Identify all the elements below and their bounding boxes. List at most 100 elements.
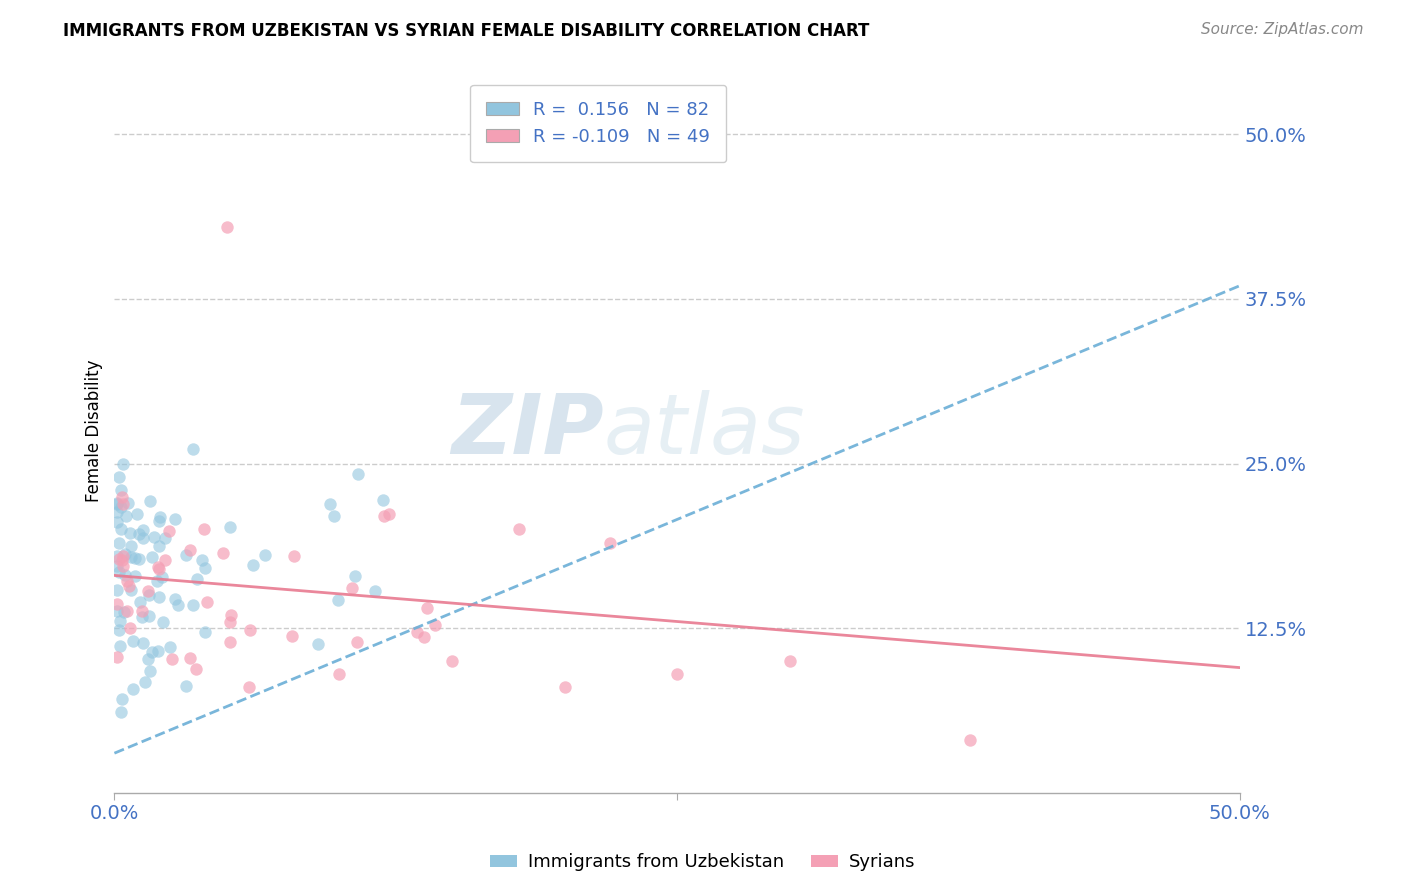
Point bbox=[138, 588, 160, 602]
Point bbox=[118, 525, 141, 540]
Point bbox=[108, 640, 131, 654]
Point bbox=[124, 550, 146, 565]
Point bbox=[108, 535, 131, 549]
Point bbox=[118, 579, 141, 593]
Point bbox=[191, 552, 214, 566]
Point bbox=[105, 650, 128, 665]
Point bbox=[125, 508, 148, 522]
Point bbox=[165, 592, 187, 607]
Point bbox=[319, 497, 342, 511]
Point bbox=[132, 532, 155, 546]
Point bbox=[343, 569, 366, 583]
Point bbox=[148, 590, 170, 604]
Point bbox=[152, 615, 174, 629]
Point bbox=[112, 549, 135, 563]
Point bbox=[363, 584, 385, 599]
Point bbox=[108, 624, 131, 638]
Legend: R =  0.156   N = 82, R = -0.109   N = 49: R = 0.156 N = 82, R = -0.109 N = 49 bbox=[470, 85, 727, 162]
Point bbox=[108, 565, 131, 579]
Point bbox=[328, 592, 350, 607]
Point bbox=[111, 490, 134, 504]
Point bbox=[111, 691, 134, 706]
Point bbox=[105, 549, 128, 563]
Point bbox=[134, 675, 156, 690]
Point bbox=[215, 219, 238, 234]
Point bbox=[148, 539, 170, 553]
Text: ZIP: ZIP bbox=[451, 390, 605, 471]
Point bbox=[136, 584, 159, 599]
Point bbox=[153, 531, 176, 545]
Point bbox=[136, 652, 159, 666]
Point bbox=[166, 598, 188, 612]
Point bbox=[110, 705, 132, 719]
Point bbox=[194, 561, 217, 575]
Point bbox=[117, 496, 139, 510]
Point bbox=[105, 559, 128, 574]
Point bbox=[157, 524, 180, 538]
Point bbox=[416, 600, 439, 615]
Point bbox=[148, 562, 170, 576]
Point bbox=[121, 681, 143, 696]
Point bbox=[120, 539, 142, 553]
Point bbox=[128, 595, 150, 609]
Point bbox=[238, 681, 260, 695]
Point bbox=[307, 637, 329, 651]
Point bbox=[114, 548, 136, 562]
Point bbox=[174, 548, 197, 562]
Point bbox=[105, 582, 128, 597]
Point bbox=[179, 542, 201, 557]
Point bbox=[107, 552, 129, 566]
Point bbox=[195, 594, 218, 608]
Point bbox=[112, 559, 135, 574]
Y-axis label: Female Disability: Female Disability bbox=[86, 359, 103, 502]
Point bbox=[132, 523, 155, 537]
Point bbox=[347, 467, 370, 482]
Point bbox=[253, 548, 276, 562]
Point bbox=[150, 570, 173, 584]
Point bbox=[115, 604, 138, 618]
Text: IMMIGRANTS FROM UZBEKISTAN VS SYRIAN FEMALE DISABILITY CORRELATION CHART: IMMIGRANTS FROM UZBEKISTAN VS SYRIAN FEM… bbox=[63, 22, 870, 40]
Point bbox=[219, 607, 242, 622]
Point bbox=[110, 500, 132, 514]
Point bbox=[174, 679, 197, 693]
Point bbox=[146, 559, 169, 574]
Point bbox=[105, 597, 128, 611]
Point bbox=[193, 522, 215, 536]
Point bbox=[143, 530, 166, 544]
Point bbox=[118, 622, 141, 636]
Point bbox=[553, 681, 575, 695]
Point bbox=[599, 535, 621, 549]
Point bbox=[145, 574, 167, 589]
Point bbox=[181, 442, 204, 457]
Point bbox=[328, 667, 350, 681]
Point bbox=[141, 645, 163, 659]
Point bbox=[111, 497, 134, 511]
Text: Source: ZipAtlas.com: Source: ZipAtlas.com bbox=[1201, 22, 1364, 37]
Point bbox=[377, 507, 399, 521]
Point bbox=[131, 610, 153, 624]
Point bbox=[406, 624, 429, 639]
Point bbox=[105, 604, 128, 618]
Point bbox=[184, 662, 207, 676]
Point bbox=[149, 509, 172, 524]
Point bbox=[186, 572, 208, 586]
Point bbox=[115, 574, 138, 588]
Point bbox=[141, 550, 163, 565]
Point bbox=[110, 522, 132, 536]
Point bbox=[138, 664, 160, 678]
Point bbox=[128, 552, 150, 566]
Point bbox=[181, 599, 204, 613]
Point bbox=[155, 553, 177, 567]
Point bbox=[111, 553, 134, 567]
Point bbox=[124, 569, 146, 583]
Point bbox=[959, 733, 981, 747]
Point bbox=[159, 640, 181, 654]
Legend: Immigrants from Uzbekistan, Syrians: Immigrants from Uzbekistan, Syrians bbox=[484, 847, 922, 879]
Point bbox=[373, 509, 395, 524]
Point bbox=[105, 496, 128, 510]
Point bbox=[179, 651, 201, 665]
Point bbox=[508, 522, 530, 536]
Point bbox=[108, 469, 131, 483]
Point bbox=[239, 623, 262, 637]
Point bbox=[132, 636, 155, 650]
